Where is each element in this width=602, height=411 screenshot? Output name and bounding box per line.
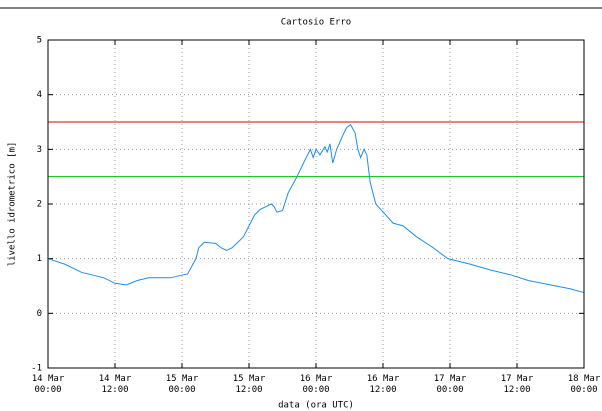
data-line bbox=[47, 124, 585, 294]
x-tick-label: 14 Mar 12:00 bbox=[98, 374, 132, 395]
y-tick-label: 1 bbox=[37, 254, 42, 264]
x-tick-label: 14 Mar 00:00 bbox=[31, 374, 65, 395]
y-tick-label: 5 bbox=[37, 36, 42, 46]
x-tick-label: 18 Mar 00:00 bbox=[567, 374, 601, 395]
y-tick-label: 0 bbox=[37, 309, 42, 319]
x-tick-label: 17 Mar 12:00 bbox=[500, 374, 534, 395]
y-tick-label: 2 bbox=[37, 200, 42, 210]
y-tick-label: 4 bbox=[37, 90, 42, 100]
x-tick-label: 15 Mar 00:00 bbox=[165, 374, 199, 395]
x-tick-label: 15 Mar 12:00 bbox=[232, 374, 266, 395]
chart-title: Cartosio Erro bbox=[281, 18, 351, 28]
y-tick-label: -1 bbox=[31, 364, 42, 374]
x-tick-label: 16 Mar 12:00 bbox=[366, 374, 400, 395]
y-tick-label: 3 bbox=[37, 145, 42, 155]
x-axis-label: data (ora UTC) bbox=[278, 401, 354, 411]
y-axis-label: livello idrometrico [m] bbox=[8, 142, 18, 267]
plot-frame bbox=[47, 39, 585, 369]
x-tick-label: 16 Mar 00:00 bbox=[299, 374, 333, 395]
x-tick-label: 17 Mar 00:00 bbox=[433, 374, 467, 395]
